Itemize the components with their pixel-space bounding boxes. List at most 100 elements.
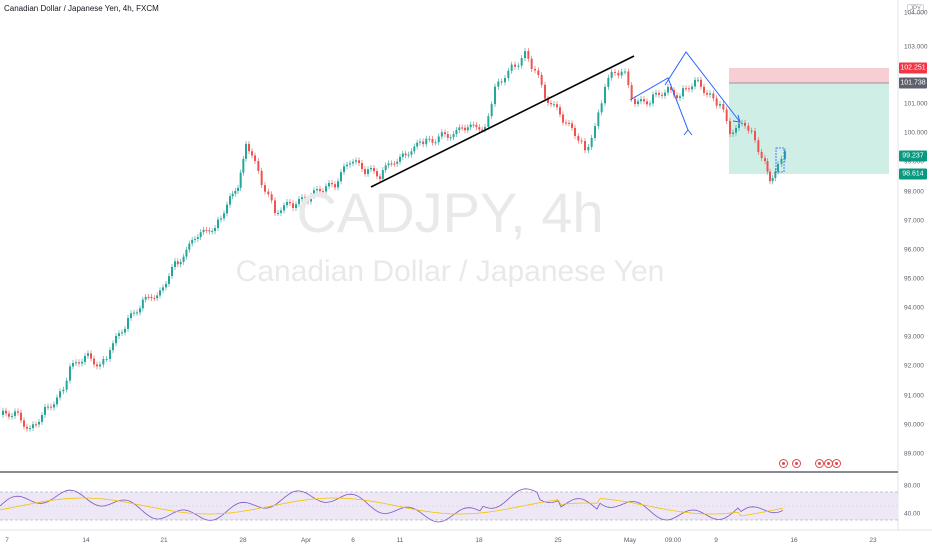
candle-body xyxy=(376,171,378,177)
candle-body xyxy=(65,380,68,390)
candle-body xyxy=(688,88,690,90)
candle-body xyxy=(649,103,651,105)
candle-body xyxy=(537,70,540,76)
candle-body xyxy=(310,195,312,202)
candle-body xyxy=(712,93,715,99)
candle-body xyxy=(32,424,34,429)
candle-body xyxy=(750,130,753,132)
price-tick: 103.000 xyxy=(904,43,928,51)
candle-body xyxy=(562,114,564,123)
time-tick: 14 xyxy=(82,537,90,544)
candle-body xyxy=(41,414,43,422)
candle-body xyxy=(199,232,202,238)
candle-body xyxy=(500,81,503,83)
candle-body xyxy=(527,51,530,59)
candle-body xyxy=(780,158,783,164)
candle-body xyxy=(47,406,49,408)
currency-badge[interactable]: JPY xyxy=(907,4,925,14)
candle-body xyxy=(547,98,549,103)
candle-body xyxy=(295,204,297,208)
candle-body xyxy=(331,183,333,185)
candle-body xyxy=(679,96,681,98)
candle-body xyxy=(584,141,586,151)
candle-body xyxy=(217,219,219,228)
candle-body xyxy=(352,161,354,164)
candle-body xyxy=(594,126,596,138)
candle-body xyxy=(56,397,58,405)
candle-body xyxy=(237,187,239,191)
event-icon[interactable] xyxy=(832,459,841,468)
candle-body xyxy=(62,389,65,392)
candle-body xyxy=(422,141,425,145)
candle-body xyxy=(682,88,684,97)
candle-body xyxy=(72,363,74,367)
candle-body xyxy=(597,112,600,127)
candle-body xyxy=(766,161,769,172)
candle-body xyxy=(118,333,120,337)
flag-icon[interactable] xyxy=(792,459,801,468)
candle-body xyxy=(381,170,384,179)
candle-body xyxy=(440,132,443,137)
candle-body xyxy=(771,178,774,182)
time-tick: 09:00 xyxy=(664,537,682,544)
candle-body xyxy=(387,163,390,166)
candle-body xyxy=(292,203,294,208)
time-tick: 23 xyxy=(869,537,877,544)
candle-body xyxy=(784,151,786,159)
candle-body xyxy=(769,171,771,182)
arrow-head-1 xyxy=(683,129,693,136)
candle-body xyxy=(127,318,129,329)
candle-body xyxy=(490,104,493,117)
candle-body xyxy=(455,129,458,135)
flag-icon[interactable] xyxy=(779,459,788,468)
candle-body xyxy=(44,406,46,415)
candle-body xyxy=(729,121,731,134)
time-tick: 25 xyxy=(554,537,562,544)
candle-body xyxy=(396,161,399,164)
symbol-title: Canadian Dollar / Japanese Yen, 4h, FXCM xyxy=(4,4,159,13)
candle-body xyxy=(11,415,13,417)
candle-body xyxy=(2,410,4,415)
candle-body xyxy=(29,428,31,430)
candle-body xyxy=(355,160,357,162)
time-tick: 7 xyxy=(5,537,9,544)
candle-body xyxy=(313,190,315,196)
candle-body xyxy=(777,163,779,172)
candle-body xyxy=(404,153,407,156)
candle-body xyxy=(147,296,150,298)
candle-body xyxy=(105,358,108,360)
candle-body xyxy=(370,168,372,170)
time-tick: 21 xyxy=(160,537,168,544)
candle-body xyxy=(667,87,669,93)
candle-body xyxy=(754,131,756,141)
candle-body xyxy=(239,172,242,188)
candle-body xyxy=(587,146,590,151)
event-icon[interactable] xyxy=(815,459,824,468)
candle-body xyxy=(571,123,573,128)
candle-body xyxy=(75,362,77,364)
candle-body xyxy=(604,86,606,104)
candle-body xyxy=(481,129,484,131)
candle-body xyxy=(419,141,421,143)
candle-body xyxy=(346,164,348,167)
candle-body xyxy=(364,169,366,174)
candle-body xyxy=(607,77,610,87)
candle-body xyxy=(349,163,351,165)
candle-body xyxy=(646,101,648,105)
time-tick: 9 xyxy=(714,537,718,544)
candle-body xyxy=(23,420,25,427)
candle-body xyxy=(590,137,593,147)
candle-body xyxy=(298,199,300,205)
candle-body xyxy=(328,183,330,187)
candle-body xyxy=(550,102,552,105)
price-tick: 94.000 xyxy=(904,304,924,312)
candle-body xyxy=(507,70,510,78)
candle-body xyxy=(670,87,672,90)
price-tick: 96.000 xyxy=(904,246,924,254)
candle-body xyxy=(26,426,28,429)
watermark-ticker: CADJPY, 4h xyxy=(296,181,604,244)
candle-body xyxy=(205,229,208,231)
candle-body xyxy=(530,58,533,69)
